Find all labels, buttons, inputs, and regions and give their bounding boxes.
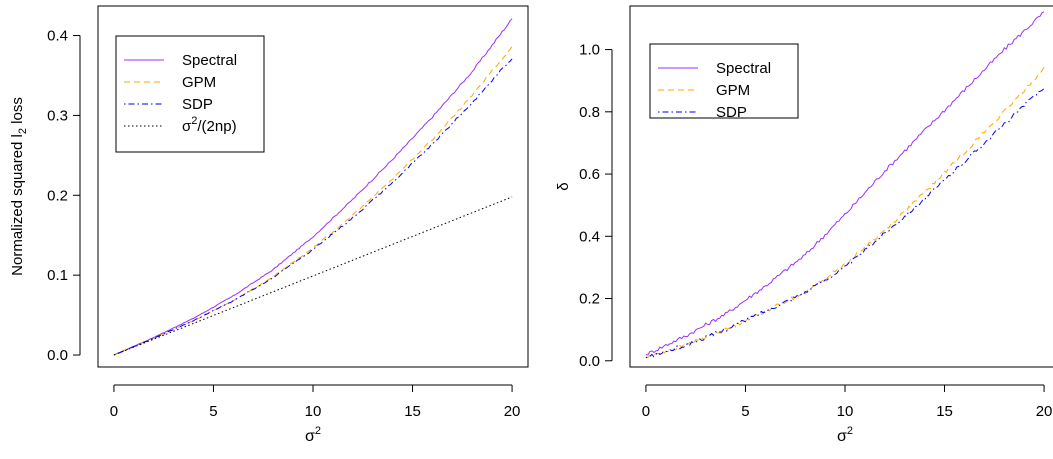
x-axis-label: σ2 (837, 425, 853, 445)
x-tick-label: 5 (209, 403, 217, 420)
plot-frame (629, 5, 1053, 368)
y-tick-label: 0.2 (579, 291, 600, 308)
x-tick-label: 0 (642, 403, 650, 420)
plot-frame (97, 5, 529, 368)
y-tick-label: 0.1 (47, 267, 68, 284)
legend-label-text: SDP (182, 96, 213, 113)
legend-label-text: GPM (716, 82, 750, 99)
legend-label-suffix: /(2np) (197, 118, 236, 135)
y-tick-label: 0.4 (47, 28, 68, 45)
y-tick-label: 0.0 (47, 347, 68, 364)
legend-label-superscript: 2 (191, 115, 197, 127)
y-tick-label: 0.8 (579, 104, 600, 121)
y-axis-label: Normalized squared l2 loss (9, 97, 29, 276)
x-tick-label: 5 (741, 403, 749, 420)
y-axis-label-text: Normalized squared l (9, 134, 26, 276)
legend: Spectral GPM SDP σ2/(2np) (115, 35, 265, 153)
legend-box (115, 35, 265, 153)
legend-label: GPM (182, 74, 216, 91)
x-tick-label: 15 (404, 403, 421, 420)
y-axis-label-text: δ (555, 182, 572, 190)
legend: Spectral GPM SDP (649, 43, 799, 121)
series-line-dotdash (645, 88, 1045, 359)
x-axis-label-superscript: 2 (315, 425, 321, 437)
legend-label: σ2/(2np) (182, 115, 237, 135)
y-tick-label: 1.0 (579, 42, 600, 59)
series-line-dotdash (113, 58, 513, 356)
x-tick-label: 0 (110, 403, 118, 420)
y-tick-label: 0.4 (579, 228, 600, 245)
legend-label-text: SDP (716, 104, 747, 121)
y-axis-label: δ (555, 182, 572, 190)
y-tick-label: 0.0 (579, 353, 600, 370)
legend-label-text: GPM (182, 74, 216, 91)
legend-label-text: σ (182, 118, 192, 135)
legend-box (649, 43, 799, 119)
x-axis-label-text: σ (305, 428, 315, 445)
legend-label: Spectral (716, 60, 771, 77)
x-axis-label: σ2 (305, 425, 321, 445)
y-tick-label: 0.6 (579, 166, 600, 183)
y-tick-label: 0.2 (47, 187, 68, 204)
y-axis-label-suffix: loss (9, 97, 26, 128)
y-axis-label-subscript: 2 (17, 128, 29, 134)
series-line-solid (645, 11, 1045, 356)
legend-label: SDP (716, 104, 747, 121)
legend-label: SDP (182, 96, 213, 113)
x-axis-label-text: σ (837, 428, 847, 445)
series-line-dotted (113, 196, 513, 356)
x-tick-label: 20 (1036, 403, 1053, 420)
x-axis-label-superscript: 2 (847, 425, 853, 437)
legend-label: Spectral (182, 52, 237, 69)
x-tick-label: 10 (837, 403, 854, 420)
x-tick-label: 15 (936, 403, 953, 420)
panel-2: 0 5 10 15 20 0.0 0.2 0.4 0.6 0.8 1.0 σ2 δ Spectral GPM… (555, 5, 1053, 445)
legend-label-text: Spectral (716, 60, 771, 77)
y-tick-label: 0.3 (47, 107, 68, 124)
legend-label: GPM (716, 82, 750, 99)
legend-label-text: Spectral (182, 52, 237, 69)
x-tick-label: 20 (504, 403, 521, 420)
series-line-solid (113, 18, 513, 356)
x-tick-label: 10 (305, 403, 322, 420)
